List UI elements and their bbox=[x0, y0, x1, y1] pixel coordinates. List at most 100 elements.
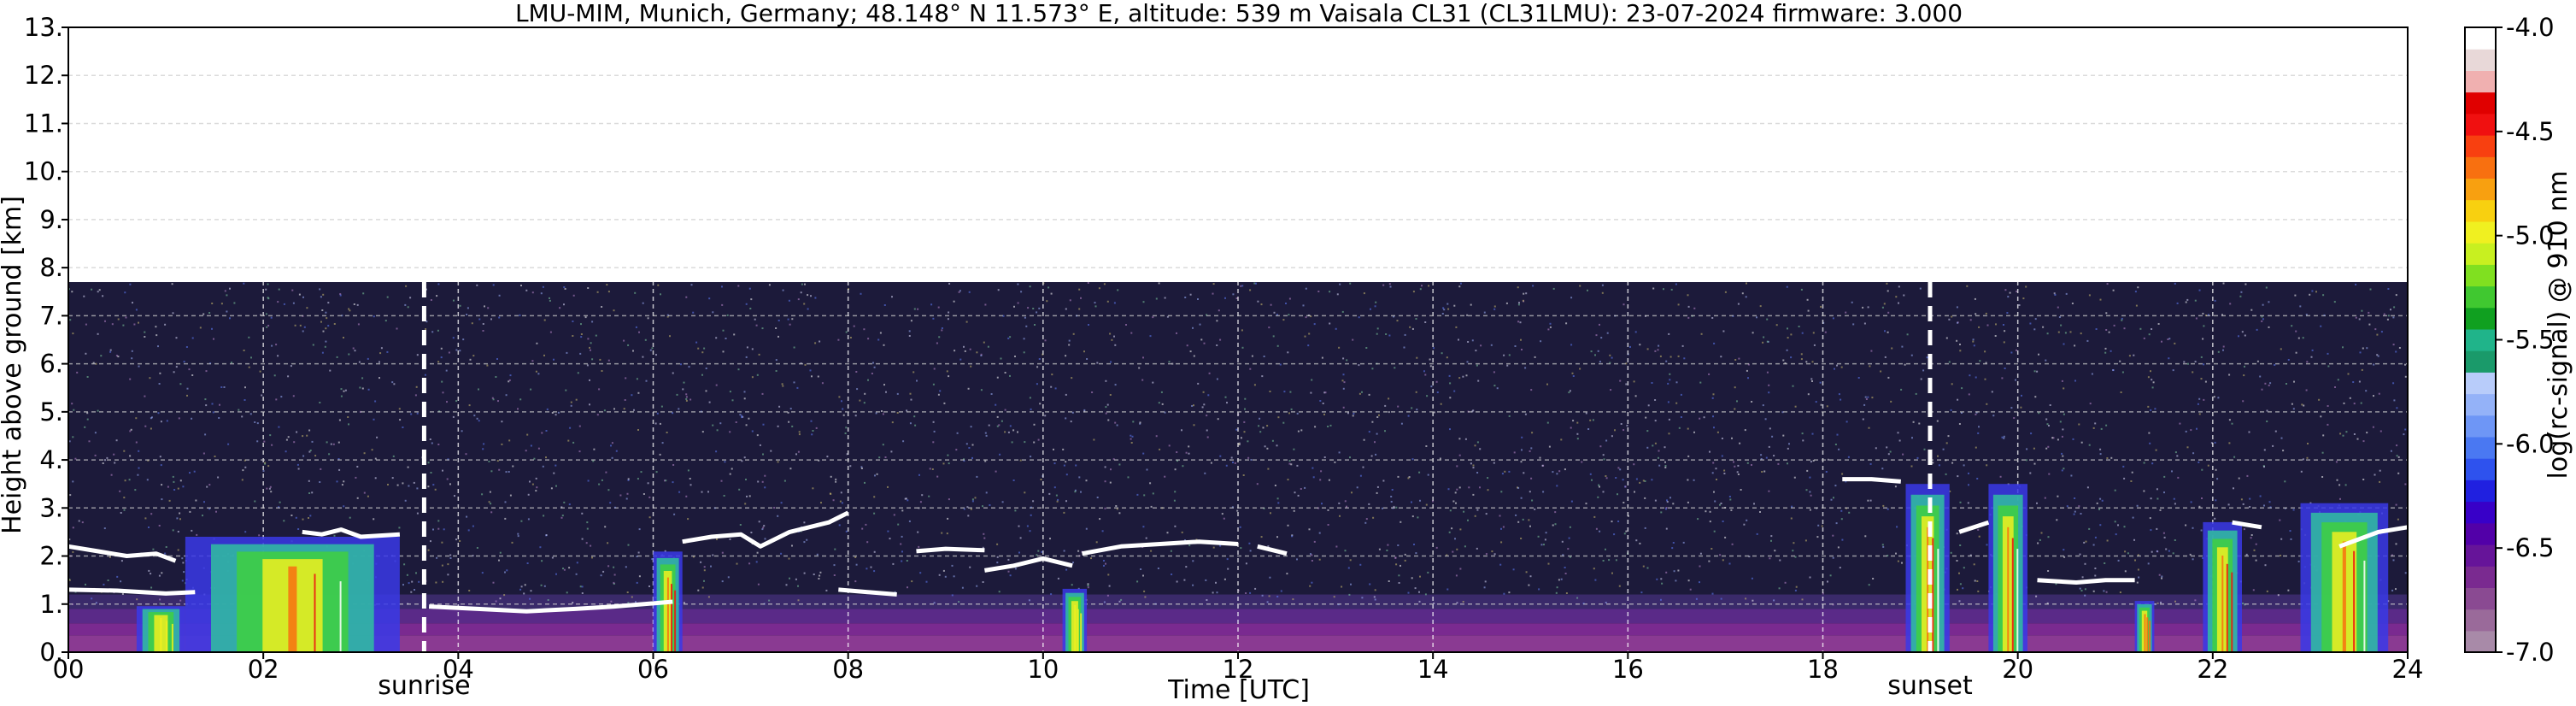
noise-speck bbox=[129, 430, 132, 432]
noise-speck bbox=[1770, 539, 1772, 542]
noise-speck bbox=[2377, 355, 2379, 357]
noise-speck bbox=[959, 290, 961, 292]
noise-speck bbox=[873, 570, 876, 573]
noise-speck bbox=[404, 303, 407, 306]
noise-speck bbox=[179, 383, 182, 385]
noise-speck bbox=[1947, 435, 1950, 438]
noise-speck bbox=[1529, 450, 1531, 452]
noise-speck bbox=[1424, 593, 1427, 596]
noise-speck bbox=[1840, 398, 1842, 401]
y-tick-label: 1. bbox=[39, 590, 63, 619]
noise-speck bbox=[123, 497, 126, 499]
noise-speck bbox=[1251, 355, 1253, 357]
noise-speck bbox=[814, 342, 817, 344]
noise-speck bbox=[2253, 549, 2256, 551]
noise-speck bbox=[1882, 504, 1885, 507]
precipitation-event bbox=[1062, 588, 1088, 652]
noise-speck bbox=[866, 568, 868, 570]
noise-speck bbox=[1378, 548, 1381, 550]
noise-speck bbox=[1956, 339, 1958, 342]
x-tick-label: 08 bbox=[832, 655, 864, 684]
noise-speck bbox=[1751, 464, 1752, 466]
noise-speck bbox=[1065, 568, 1068, 571]
noise-speck bbox=[1737, 303, 1740, 305]
noise-speck bbox=[1287, 479, 1289, 481]
noise-speck bbox=[2119, 360, 2121, 362]
noise-speck bbox=[337, 441, 340, 444]
noise-speck bbox=[1266, 447, 1269, 450]
noise-speck bbox=[2061, 452, 2063, 455]
noise-speck bbox=[2327, 352, 2329, 355]
noise-speck bbox=[2366, 347, 2368, 350]
noise-speck bbox=[2045, 359, 2047, 362]
noise-speck bbox=[936, 342, 938, 344]
noise-speck bbox=[241, 415, 244, 418]
noise-speck bbox=[2120, 391, 2122, 393]
noise-speck bbox=[1188, 452, 1190, 455]
noise-speck bbox=[812, 430, 814, 432]
noise-speck bbox=[2320, 325, 2322, 327]
noise-speck bbox=[2051, 437, 2054, 439]
noise-speck bbox=[803, 521, 806, 524]
noise-speck bbox=[473, 415, 476, 417]
noise-speck bbox=[955, 449, 958, 451]
noise-speck bbox=[1050, 292, 1053, 295]
noise-speck bbox=[1601, 291, 1604, 294]
noise-speck bbox=[1659, 355, 1662, 357]
noise-speck bbox=[416, 412, 419, 415]
noise-speck bbox=[1733, 461, 1734, 463]
noise-speck bbox=[2105, 312, 2108, 315]
noise-speck bbox=[613, 581, 615, 584]
noise-speck bbox=[984, 303, 987, 306]
noise-speck bbox=[632, 350, 634, 352]
noise-speck bbox=[1374, 598, 1376, 601]
x-tick-label: 20 bbox=[2002, 655, 2033, 684]
noise-speck bbox=[1817, 524, 1820, 527]
cloud-base-line bbox=[1257, 544, 1288, 556]
noise-speck bbox=[575, 398, 578, 401]
noise-speck bbox=[1164, 475, 1166, 478]
noise-speck bbox=[780, 552, 783, 555]
noise-speck bbox=[356, 497, 359, 499]
noise-speck bbox=[1524, 367, 1527, 369]
noise-speck bbox=[2393, 399, 2396, 402]
noise-speck bbox=[966, 506, 969, 509]
noise-speck bbox=[1292, 598, 1294, 601]
noise-speck bbox=[2151, 550, 2153, 553]
noise-speck bbox=[2134, 291, 2137, 293]
noise-speck bbox=[1652, 287, 1655, 290]
noise-speck bbox=[1747, 377, 1749, 379]
noise-speck bbox=[279, 501, 281, 503]
noise-speck bbox=[2046, 332, 2049, 335]
precipitation-event bbox=[136, 606, 185, 652]
noise-speck bbox=[478, 420, 480, 422]
noise-speck bbox=[948, 282, 951, 285]
noise-speck bbox=[1800, 353, 1803, 356]
noise-speck bbox=[809, 369, 812, 372]
noise-speck bbox=[2185, 524, 2187, 527]
noise-speck bbox=[504, 517, 507, 520]
noise-speck bbox=[1502, 526, 1505, 528]
noise-speck bbox=[625, 377, 627, 379]
noise-speck bbox=[321, 351, 324, 354]
noise-speck bbox=[501, 443, 503, 445]
noise-speck bbox=[2183, 361, 2186, 363]
noise-speck bbox=[468, 404, 471, 407]
noise-speck bbox=[349, 516, 351, 519]
noise-speck bbox=[1433, 411, 1435, 414]
noise-speck bbox=[1245, 592, 1247, 594]
noise-speck bbox=[1746, 282, 1747, 285]
noise-speck bbox=[1531, 432, 1534, 434]
noise-speck bbox=[609, 502, 612, 504]
noise-speck bbox=[302, 330, 304, 332]
noise-speck bbox=[801, 283, 803, 285]
noise-speck bbox=[343, 480, 345, 483]
noise-speck bbox=[256, 422, 259, 425]
noise-speck bbox=[298, 293, 301, 296]
noise-speck bbox=[196, 533, 198, 536]
x-tick-label: 24 bbox=[2392, 655, 2424, 684]
noise-speck bbox=[1590, 350, 1593, 353]
noise-speck bbox=[161, 572, 163, 574]
noise-speck bbox=[1130, 434, 1132, 437]
noise-speck bbox=[1203, 403, 1206, 406]
